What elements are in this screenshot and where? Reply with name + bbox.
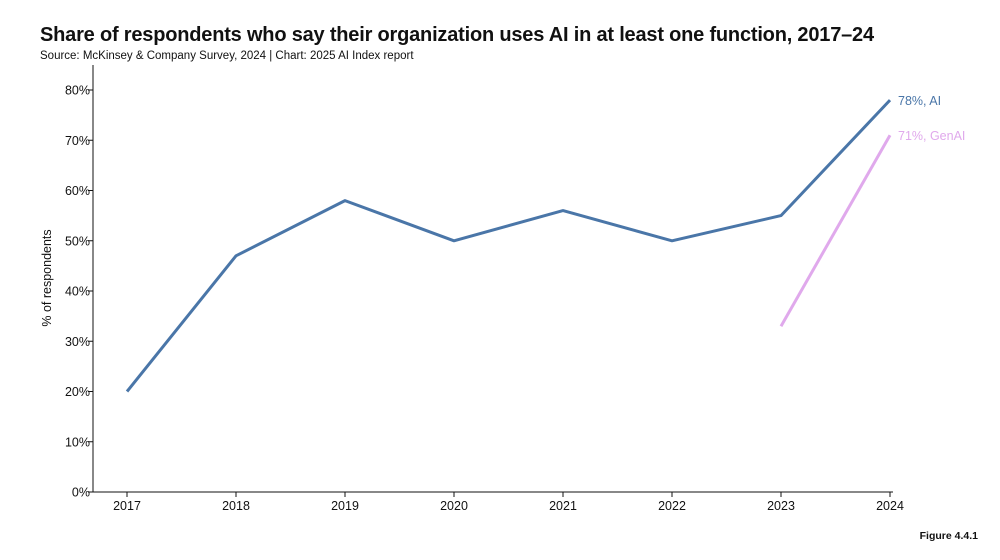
y-tick-label: 80% [65,84,90,98]
y-tick-label: 60% [65,184,90,198]
y-tick-label: 0% [72,486,90,500]
x-tick-label: 2022 [658,499,686,513]
x-tick-label: 2018 [222,499,250,513]
x-tick-label: 2019 [331,499,359,513]
y-axis: 0% 10% 20% 30% 40% 50% 60% 70% 80% [65,65,94,500]
x-tick-label: 2023 [767,499,795,513]
x-axis: 2017 2018 2019 2020 2021 2022 2023 2024 [93,491,904,513]
series-end-label-genai: 71%, GenAI [898,129,965,143]
x-tick-label: 2024 [876,499,904,513]
series-line-ai [125,99,892,393]
y-tick-label: 40% [65,285,90,299]
y-tick-label: 70% [65,134,90,148]
y-axis-title: % of respondents [40,229,54,326]
series-layer: 78%, AI 71%, GenAI [125,94,965,393]
y-tick-label: 50% [65,234,90,248]
x-tick-label: 2020 [440,499,468,513]
y-tick-label: 20% [65,385,90,399]
series-end-label-ai: 78%, AI [898,94,941,108]
chart-subtitle: Source: McKinsey & Company Survey, 2024 … [40,50,414,62]
x-tick-label: 2021 [549,499,577,513]
x-tick-label: 2017 [113,499,141,513]
series-line-genai [779,134,892,327]
figure-label: Figure 4.4.1 [919,530,978,542]
chart-title: Share of respondents who say their organ… [40,24,874,46]
y-tick-label: 30% [65,335,90,349]
y-tick-label: 10% [65,435,90,449]
